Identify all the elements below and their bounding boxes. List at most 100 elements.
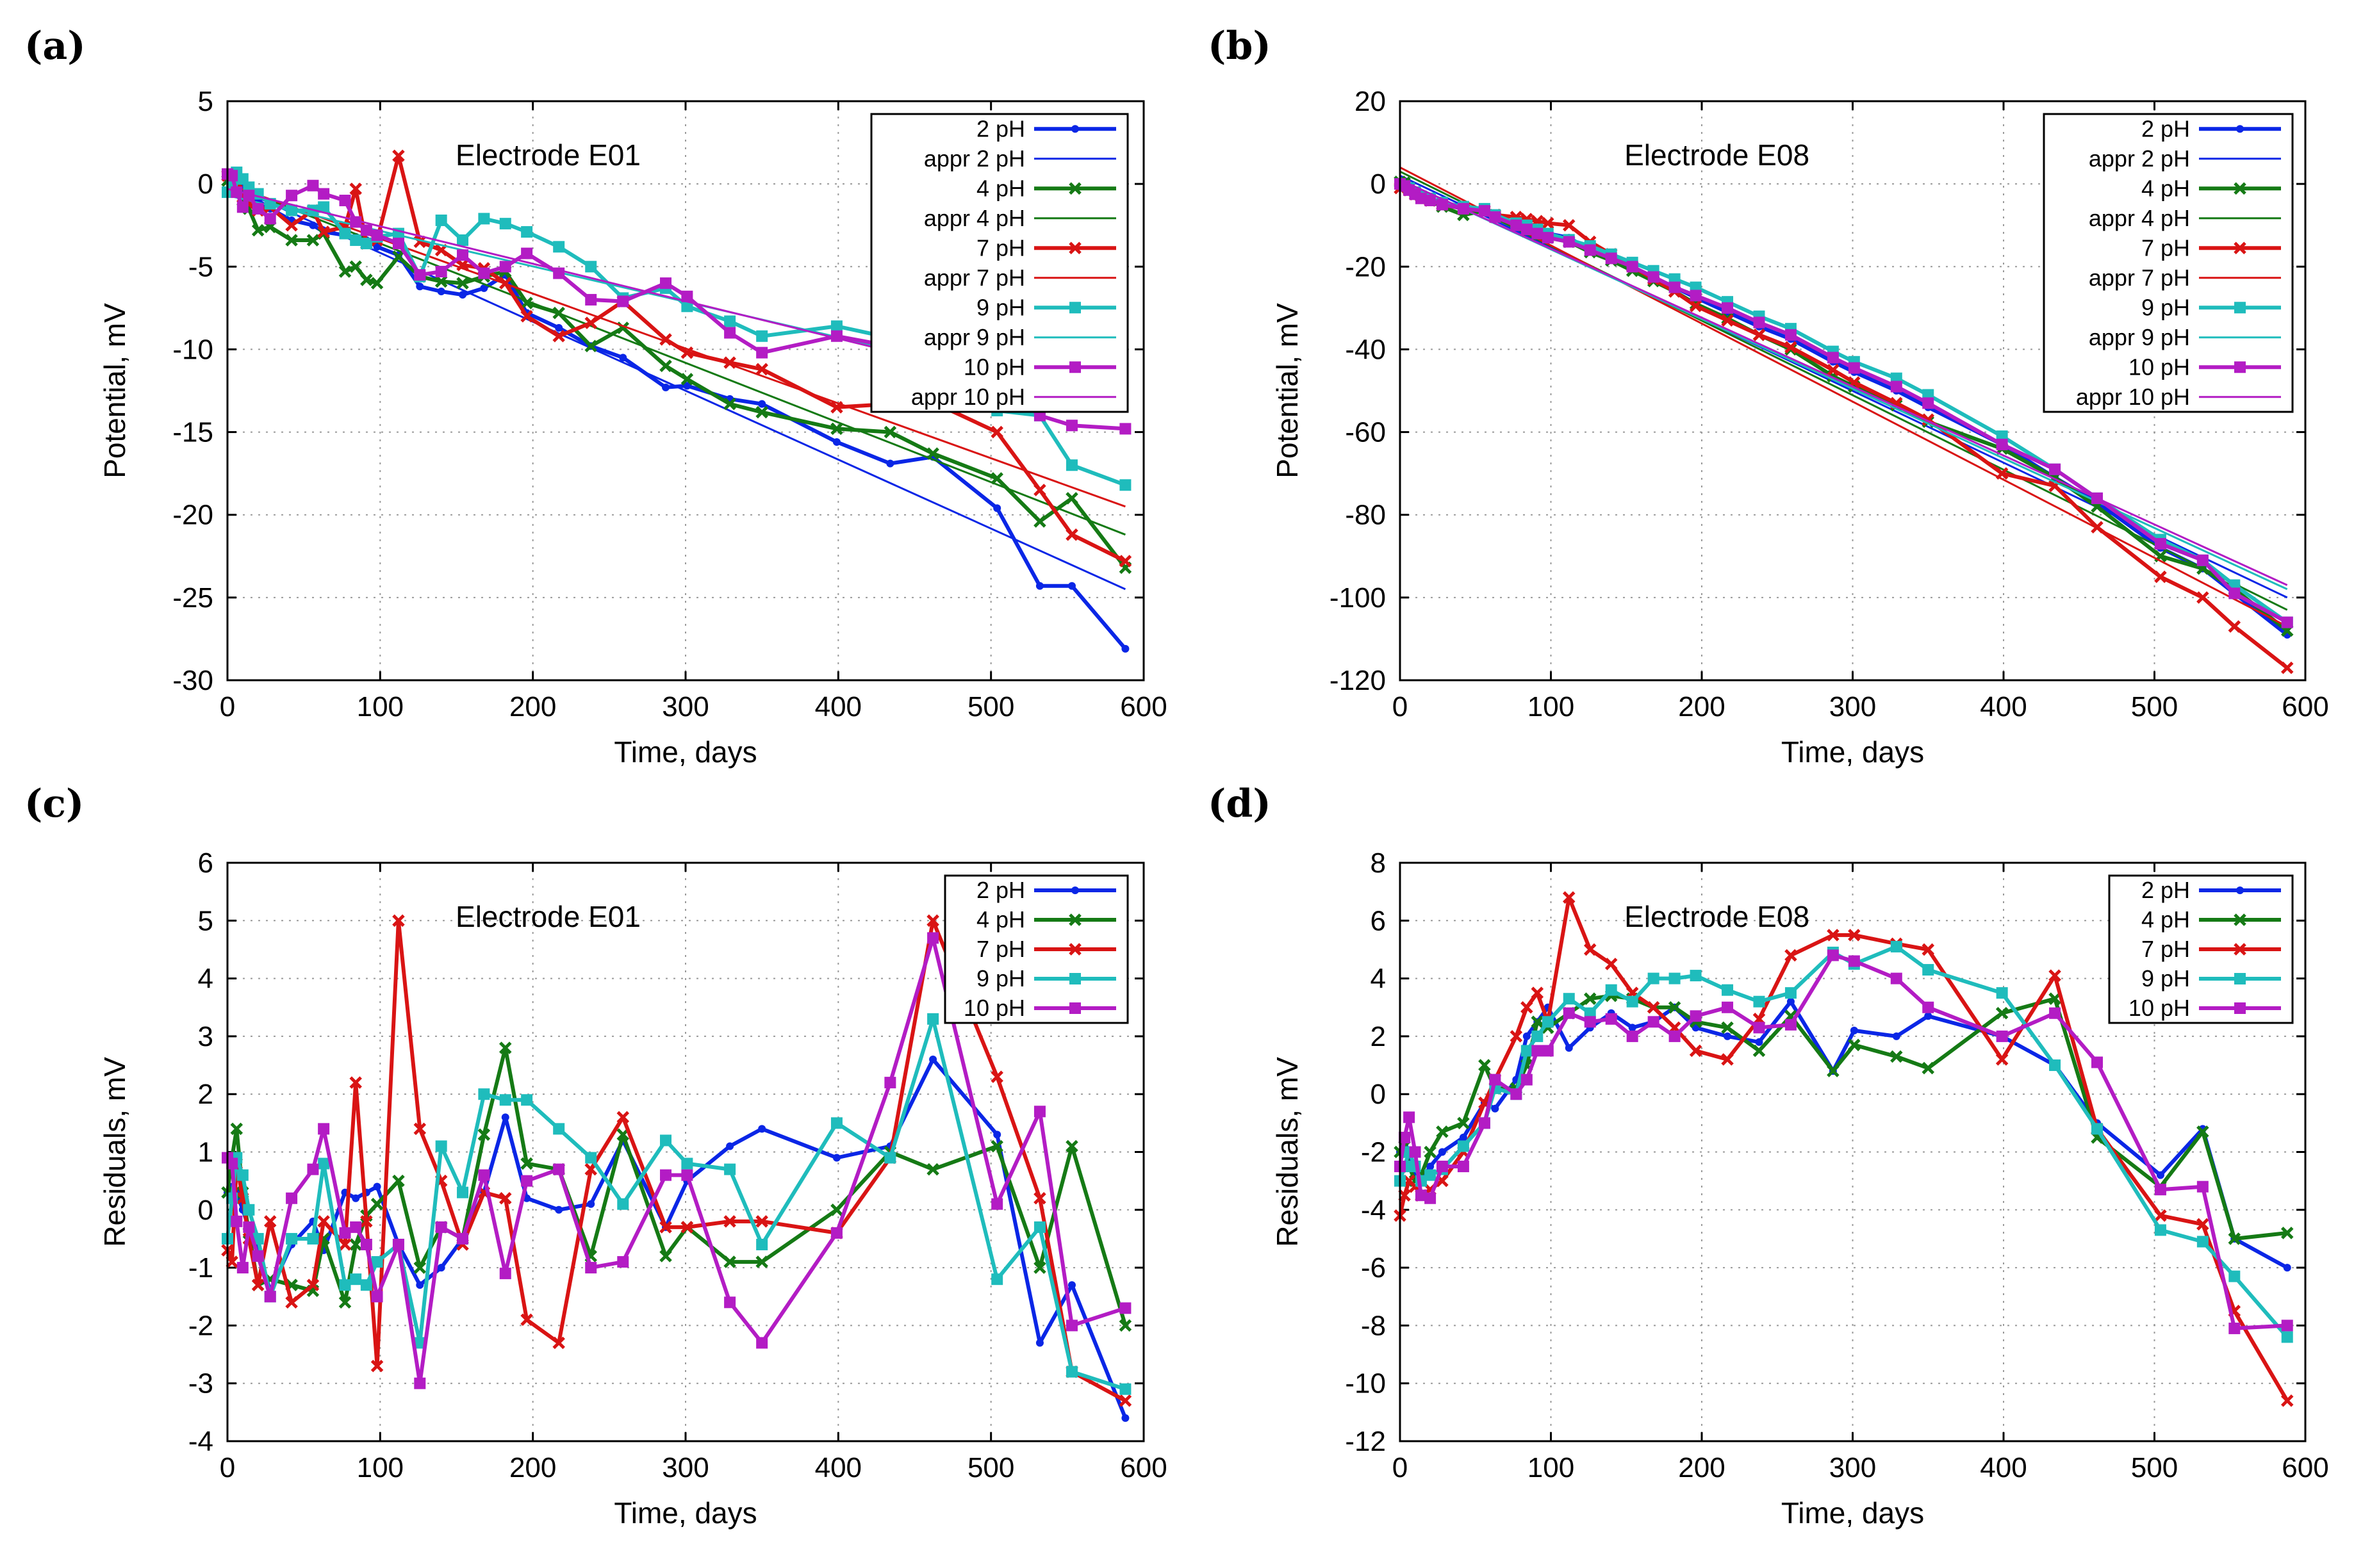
- data-point: [251, 1278, 265, 1291]
- data-point: [755, 1255, 768, 1268]
- data-point: [392, 250, 405, 263]
- data-point: [498, 1041, 512, 1054]
- legend-marker: [1071, 125, 1079, 133]
- legend-label: 4 pH: [976, 175, 1025, 201]
- x-tick-label: 500: [967, 691, 1014, 723]
- x-tick-label: 400: [815, 691, 862, 723]
- data-point: [480, 284, 488, 292]
- data-point: [349, 1238, 362, 1251]
- data-point: [1784, 341, 1797, 354]
- y-tick-label: -120: [1330, 665, 1386, 696]
- data-point: [1583, 992, 1597, 1005]
- fit-line: [227, 183, 1126, 591]
- data-point: [392, 1238, 404, 1250]
- data-point: [499, 218, 511, 230]
- legend-label: 4 pH: [976, 906, 1025, 933]
- data-point: [2154, 570, 2167, 584]
- y-tick-label: 0: [1371, 168, 1386, 200]
- data-point: [499, 1094, 511, 1106]
- y-tick-label: -5: [188, 251, 213, 282]
- y-tick-label: 4: [1371, 963, 1386, 995]
- data-point: [1457, 1116, 1470, 1130]
- x-tick-label: 600: [1120, 1452, 1167, 1483]
- data-point: [756, 330, 768, 342]
- data-point: [2049, 1059, 2061, 1072]
- data-point: [230, 1122, 243, 1136]
- legend-marker: [1069, 361, 1081, 373]
- y-tick-label: 1: [198, 1137, 213, 1168]
- data-point: [660, 1169, 672, 1181]
- data-point: [585, 1262, 597, 1274]
- data-point: [1510, 1030, 1523, 1043]
- data-point: [1033, 515, 1046, 528]
- data-point: [318, 1157, 330, 1170]
- series-9-pH: [222, 167, 1132, 491]
- data-point: [1478, 205, 1490, 217]
- data-point: [756, 1238, 768, 1250]
- data-point: [1542, 232, 1554, 244]
- y-tick-label: 6: [198, 847, 213, 879]
- data-point: [1827, 363, 1840, 377]
- data-point: [1531, 986, 1544, 999]
- data-point: [1457, 1161, 1469, 1173]
- y-tick-label: 2: [198, 1079, 213, 1110]
- data-point: [1647, 1000, 1660, 1014]
- series-appr-7-pH: [1399, 166, 2288, 628]
- y-tick-label: -25: [172, 582, 213, 614]
- data-point: [552, 329, 565, 343]
- legend-label: 7 pH: [2141, 936, 2190, 962]
- data-point: [585, 1152, 597, 1164]
- x-axis-title: Time, days: [614, 1496, 757, 1530]
- data-point: [2154, 537, 2166, 550]
- data-point: [1848, 955, 1860, 967]
- data-point: [1489, 1074, 1501, 1086]
- x-tick-label: 100: [357, 1452, 404, 1483]
- data-point: [1563, 1007, 1575, 1019]
- y-tick-label: -4: [1361, 1195, 1386, 1226]
- data-point: [1922, 1001, 1934, 1013]
- data-point: [758, 1125, 766, 1133]
- data-point: [1510, 1088, 1522, 1100]
- data-point: [555, 323, 563, 332]
- data-point: [2091, 1056, 2104, 1068]
- data-point: [616, 1111, 630, 1124]
- x-tick-label: 300: [1829, 691, 1876, 723]
- data-point: [1119, 1319, 1132, 1332]
- series-appr-2-pH: [227, 183, 1126, 591]
- data-point: [1722, 1001, 1734, 1013]
- data-point: [1827, 352, 1839, 364]
- data-point: [2049, 1007, 2061, 1019]
- data-point: [1121, 1414, 1130, 1422]
- legend-label: 10 pH: [964, 354, 1025, 380]
- data-point: [1689, 1044, 1702, 1058]
- legend-label: 2 pH: [2141, 115, 2190, 142]
- data-point: [1892, 1032, 1900, 1040]
- data-point: [553, 1123, 565, 1135]
- data-point: [2228, 620, 2241, 633]
- data-point: [286, 1232, 298, 1245]
- data-point: [681, 1157, 693, 1170]
- data-point: [830, 1227, 843, 1239]
- legend-label: 4 pH: [2141, 906, 2190, 933]
- data-point: [1119, 1302, 1132, 1314]
- data-point: [585, 261, 597, 273]
- legend-label: 2 pH: [976, 115, 1025, 142]
- data-point: [1753, 995, 1765, 1008]
- x-tick-label: 600: [2282, 1452, 2328, 1483]
- data-point: [681, 1169, 693, 1181]
- data-point: [1424, 1169, 1437, 1181]
- x-tick-label: 300: [662, 691, 709, 723]
- data-point: [926, 914, 939, 927]
- data-point: [832, 1154, 841, 1162]
- legend-label: 10 pH: [2128, 354, 2190, 380]
- data-point: [929, 1056, 937, 1064]
- fit-line: [1399, 179, 2288, 586]
- data-point: [457, 1232, 469, 1245]
- data-point: [1520, 224, 1533, 236]
- data-point: [478, 213, 490, 225]
- data-point: [884, 1152, 896, 1164]
- legend-marker: [1069, 943, 1082, 956]
- panel-b: (b)0 100 200 300 400 500 600-120-100-80-60-40-…: [1208, 24, 2329, 769]
- panel-letter: (d): [1208, 781, 1271, 826]
- data-point: [1542, 1016, 1554, 1028]
